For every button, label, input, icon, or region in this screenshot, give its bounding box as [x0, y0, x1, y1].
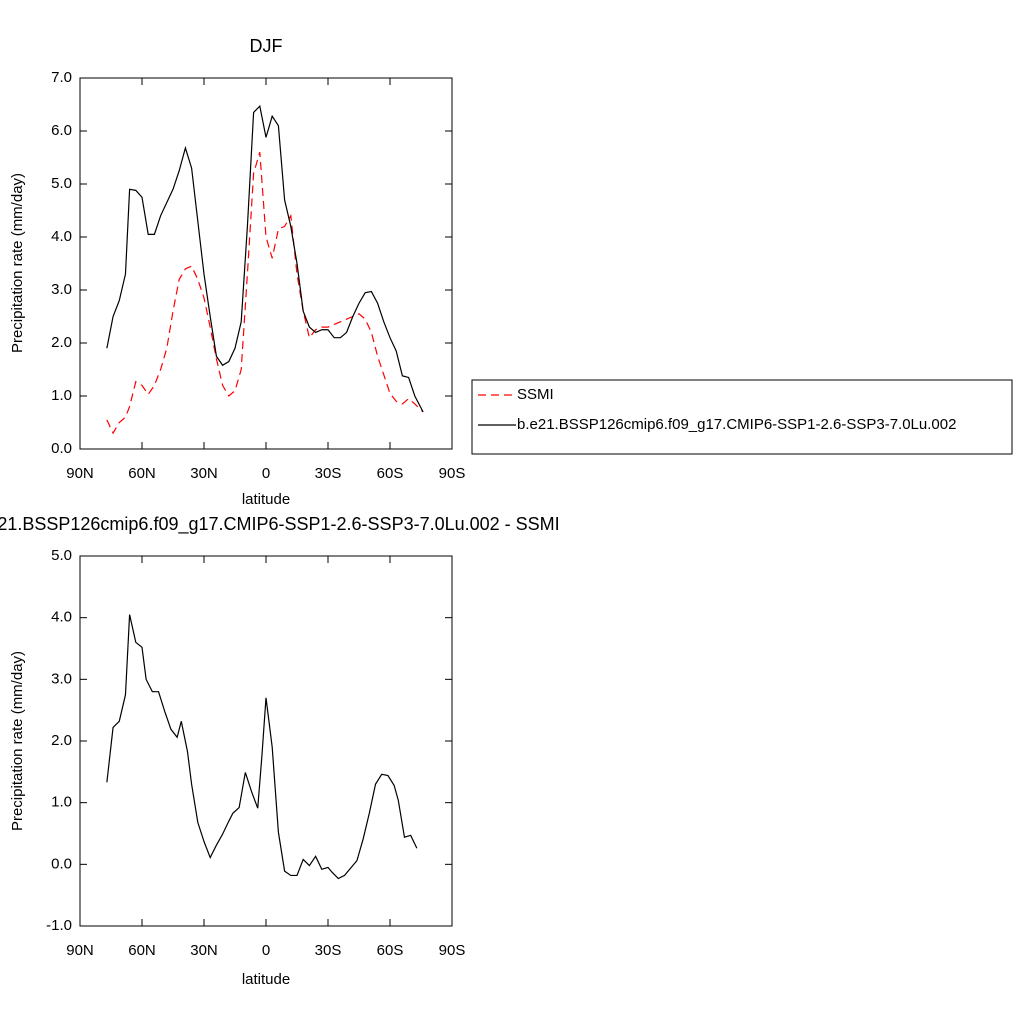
- data-line: [106, 104, 424, 413]
- x-axis-label: latitude: [242, 491, 290, 508]
- x-tick-label: 60N: [128, 942, 156, 959]
- x-tick-label: 60S: [377, 942, 404, 959]
- y-tick-label: 2.0: [51, 732, 72, 749]
- data-line: [106, 152, 424, 435]
- y-tick-label: 1.0: [51, 794, 72, 811]
- y-tick-label: 5.0: [51, 547, 72, 564]
- x-tick-label: 0: [262, 942, 270, 959]
- y-tick-label: 0.0: [51, 855, 72, 872]
- y-tick-label: 4.0: [51, 228, 72, 245]
- x-tick-label: 0: [262, 465, 270, 482]
- legend-label: SSMI: [517, 386, 554, 403]
- plot-frame: [79, 555, 453, 927]
- x-tick-label: 30S: [315, 942, 342, 959]
- data-line: [106, 614, 418, 880]
- x-tick-label: 60S: [377, 465, 404, 482]
- y-tick-label: 4.0: [51, 609, 72, 626]
- plot-frame: [79, 77, 453, 450]
- legend-box: [471, 379, 1013, 455]
- chart-title: b.e21.BSSP126cmip6.f09_g17.CMIP6-SSP1-2.…: [0, 514, 560, 535]
- y-axis-label: Precipitation rate (mm/day): [9, 651, 26, 831]
- x-axis-label: latitude: [242, 971, 290, 988]
- y-axis-label: Precipitation rate (mm/day): [9, 173, 26, 353]
- x-tick-label: 90N: [66, 465, 94, 482]
- x-tick-label: 30N: [190, 942, 218, 959]
- x-tick-label: 90N: [66, 942, 94, 959]
- y-tick-label: 7.0: [51, 69, 72, 86]
- x-tick-label: 30N: [190, 465, 218, 482]
- x-tick-label: 90S: [439, 465, 466, 482]
- y-tick-label: 3.0: [51, 281, 72, 298]
- y-tick-label: 2.0: [51, 334, 72, 351]
- y-tick-label: 5.0: [51, 175, 72, 192]
- y-tick-label: 3.0: [51, 670, 72, 687]
- chart-title: DJF: [250, 36, 283, 56]
- y-tick-label: 0.0: [51, 440, 72, 457]
- x-tick-label: 30S: [315, 465, 342, 482]
- y-tick-label: 1.0: [51, 387, 72, 404]
- y-tick-label: 6.0: [51, 122, 72, 139]
- x-tick-label: 90S: [439, 942, 466, 959]
- legend-label: b.e21.BSSP126cmip6.f09_g17.CMIP6-SSP1-2.…: [517, 416, 956, 433]
- x-tick-label: 60N: [128, 465, 156, 482]
- y-tick-label: -1.0: [46, 917, 72, 934]
